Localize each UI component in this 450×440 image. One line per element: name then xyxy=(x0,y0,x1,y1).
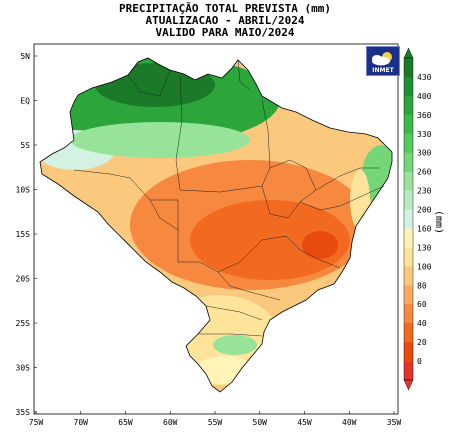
colorbar-segment xyxy=(404,152,413,172)
title-line-2: ATUALIZACAO - ABRIL/2024 xyxy=(145,14,305,27)
colorbar-level-label: 260 xyxy=(417,168,432,177)
lon-label: 50W xyxy=(253,418,268,427)
colorbar-level-label: 80 xyxy=(417,281,427,290)
lat-label: 30S xyxy=(16,364,31,373)
northeast-coast-wet xyxy=(362,145,392,205)
map-title: PRECIPITAÇÃO TOTAL PREVISTA (mm) ATUALIZ… xyxy=(0,3,450,39)
state-border-pa-north xyxy=(179,99,271,193)
state-border-ma-pi xyxy=(269,159,317,203)
colorbar-segment xyxy=(404,58,413,78)
colorbar-segment xyxy=(404,266,413,286)
amazon-south-edge xyxy=(70,122,250,158)
state-border-rr xyxy=(127,69,171,97)
state-border-northeast xyxy=(315,167,380,191)
colorbar-segment xyxy=(404,114,413,135)
colorbar: 4304003603303002602302001601301008060402… xyxy=(403,47,432,391)
central-driest-core xyxy=(190,200,350,280)
lon-label: 65W xyxy=(118,418,133,427)
state-borders xyxy=(73,59,385,337)
lon-label: 70W xyxy=(74,418,89,427)
colorbar-segment xyxy=(404,133,413,154)
colorbar-segment xyxy=(404,285,413,305)
colorbar-segment xyxy=(404,95,413,116)
colorbar-level-label: 60 xyxy=(417,300,427,309)
lon-label: 35W xyxy=(387,418,402,427)
colorbar-unit: (mm) xyxy=(433,210,444,234)
lon-label: 75W xyxy=(29,418,44,427)
state-border-ne-coast xyxy=(339,185,385,207)
lon-label: 45W xyxy=(297,418,312,427)
colorbar-segment xyxy=(404,247,413,267)
colorbar-segment xyxy=(404,228,413,248)
colorbar-segment xyxy=(404,171,413,191)
colorbar-level-label: 100 xyxy=(417,262,432,271)
lon-label: 40W xyxy=(342,418,357,427)
colorbar-outline xyxy=(403,57,414,381)
colorbar-level-label: 430 xyxy=(417,73,432,82)
colorbar-level-label: 40 xyxy=(417,319,427,328)
colorbar-level-label: 0 xyxy=(417,357,422,366)
lat-label: 20S xyxy=(16,275,31,284)
state-border-am-pa xyxy=(175,75,183,191)
colorbar-level-label: 400 xyxy=(417,92,432,101)
colorbar-segment xyxy=(404,304,413,324)
longitude-axis: 75W 70W 65W 60W 55W 50W 45W 40W 35W xyxy=(29,411,402,427)
colorbar-level-label: 330 xyxy=(417,130,432,139)
colorbar-level-label: 300 xyxy=(417,149,432,158)
lat-label: 5N xyxy=(20,52,30,61)
colorbar-top-arrow xyxy=(403,47,414,59)
logo-text: INMET xyxy=(372,67,394,74)
lat-label: 25S xyxy=(16,319,31,328)
south-wet-patch xyxy=(213,335,257,355)
colorbar-level-label: 360 xyxy=(417,111,432,120)
latitude-axis: 5N EQ 5S 10S 15S 20S 25S 30S 35S xyxy=(16,52,37,417)
colorbar-level-label: 160 xyxy=(417,224,432,233)
state-border-to-ba xyxy=(261,185,341,219)
state-border-ms-sp xyxy=(217,271,281,301)
weather-cloud-sun-icon xyxy=(372,52,392,66)
title-line-1: PRECIPITAÇÃO TOTAL PREVISTA (mm) xyxy=(119,2,331,15)
colorbar-segment xyxy=(404,323,413,343)
colorbar-level-label: 20 xyxy=(417,338,427,347)
state-border-ro-mt xyxy=(149,199,179,231)
lat-label: 10S xyxy=(16,186,31,195)
colorbar-level-label: 130 xyxy=(417,243,432,252)
state-border-mt-south xyxy=(177,200,241,273)
title-line-3: VALIDO PARA MAIO/2024 xyxy=(155,26,295,39)
lat-label: 15S xyxy=(16,230,31,239)
colorbar-segment xyxy=(404,209,413,229)
lat-label: 5S xyxy=(20,141,30,150)
colorbar-level-label: 200 xyxy=(417,206,432,215)
state-border-pr-sc xyxy=(205,305,263,321)
state-border-sc-rs xyxy=(198,333,263,337)
state-border-ap xyxy=(237,59,251,91)
colorbar-bottom-arrow xyxy=(403,379,414,391)
colorbar-segment xyxy=(404,76,413,97)
inmet-logo: INMET xyxy=(366,46,400,76)
state-border-go-mg xyxy=(239,235,341,269)
lon-label: 55W xyxy=(208,418,223,427)
colorbar-level-label: 230 xyxy=(417,187,432,196)
lon-label: 60W xyxy=(163,418,178,427)
lat-label: 35S xyxy=(16,408,31,417)
brazil-outline xyxy=(39,57,393,393)
colorbar-segment xyxy=(404,361,413,381)
lat-label: EQ xyxy=(20,97,30,106)
driest-spot xyxy=(302,231,338,259)
colorbar-segment xyxy=(404,342,413,362)
state-border-ac-ro xyxy=(73,169,178,201)
colorbar-segment xyxy=(404,190,413,210)
